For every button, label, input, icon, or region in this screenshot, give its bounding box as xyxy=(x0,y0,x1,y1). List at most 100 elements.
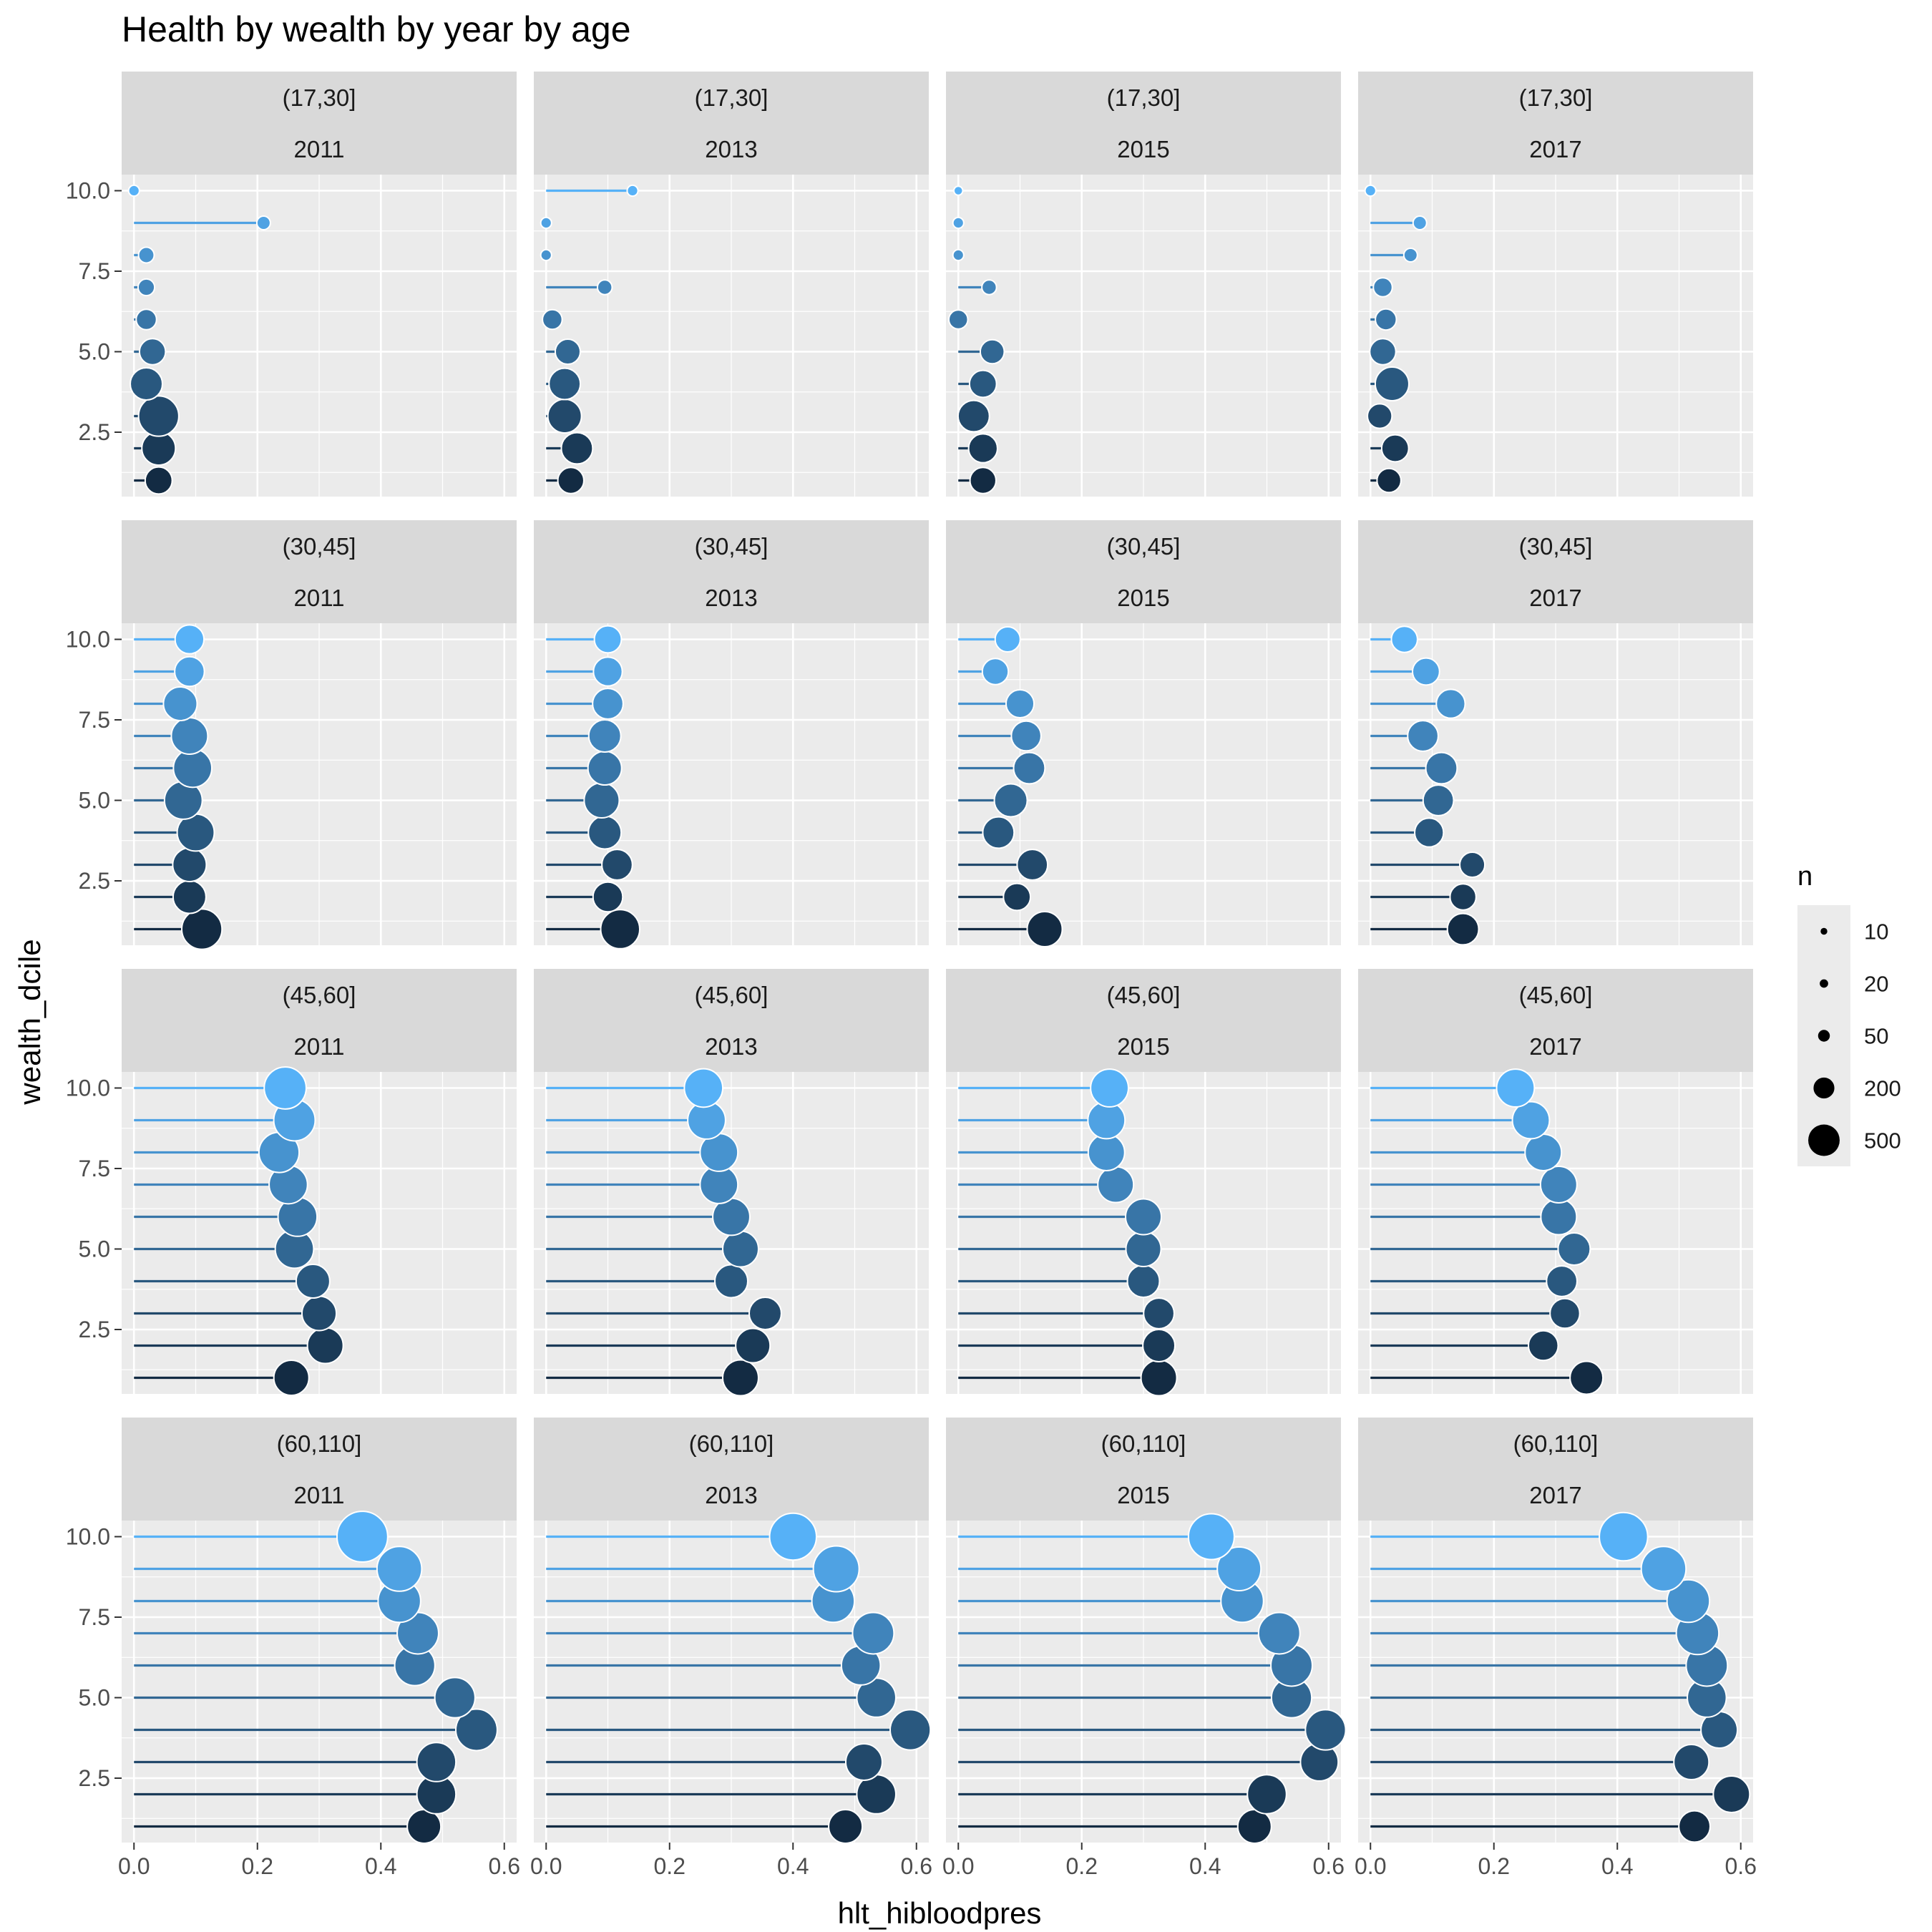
facet-strip-year: 2013 xyxy=(705,585,757,611)
data-point xyxy=(336,1511,389,1563)
y-tick-label: 5.0 xyxy=(79,1685,110,1711)
data-point xyxy=(1143,1297,1175,1330)
data-point xyxy=(1126,1264,1161,1298)
data-point xyxy=(560,431,594,465)
facet-strip-year: 2017 xyxy=(1529,1033,1581,1060)
data-point xyxy=(1304,1709,1347,1751)
y-tick-label: 5.0 xyxy=(79,1236,110,1262)
data-point xyxy=(181,908,223,950)
data-point xyxy=(416,1742,457,1782)
facet-strip-year: 2017 xyxy=(1529,585,1581,611)
facet-panel: (30,45] 2011 2.5 5.0 7.5 10.0 xyxy=(66,520,517,950)
facet-panel: (30,45] 2017 xyxy=(1358,520,1753,946)
facet-strip-year: 2015 xyxy=(1117,1482,1169,1508)
facet-strip-age: (60,110] xyxy=(277,1430,362,1457)
data-point xyxy=(1005,688,1035,719)
facet-strip xyxy=(946,969,1341,1072)
x-tick-label: 0.6 xyxy=(1313,1853,1345,1879)
facet-strip-age: (17,30] xyxy=(1519,84,1593,111)
facet-strip-year: 2013 xyxy=(705,1033,757,1060)
legend-key xyxy=(1820,927,1828,935)
y-tick-label: 7.5 xyxy=(79,707,110,733)
x-tick-label: 0.6 xyxy=(489,1853,520,1879)
x-tick-label: 0.2 xyxy=(242,1853,273,1879)
facet-panel: (60,110] 2011 2.5 5.0 7.5 10.0 0.0 0.2 0.4 0.6 xyxy=(66,1418,520,1879)
data-point xyxy=(170,717,209,755)
data-point xyxy=(592,656,623,687)
data-point xyxy=(1016,849,1049,881)
legend-key xyxy=(1818,1030,1830,1042)
facet-panel: (60,110] 2013 0.0 0.2 0.4 0.6 xyxy=(530,1418,932,1879)
legend-label: 10 xyxy=(1864,919,1888,945)
data-point xyxy=(981,279,997,296)
facet-strip-year: 2013 xyxy=(705,136,757,162)
data-point xyxy=(1097,1166,1135,1204)
x-tick-label: 0.2 xyxy=(1478,1853,1510,1879)
data-point xyxy=(138,338,167,366)
y-tick-label: 10.0 xyxy=(66,178,110,204)
facet-strip xyxy=(534,1418,929,1521)
data-point xyxy=(1540,1198,1578,1236)
size-legend: n 10 20 50 200 500 xyxy=(1797,862,1901,1166)
facet-panel: (45,60] 2011 2.5 5.0 7.5 10.0 xyxy=(66,969,517,1397)
data-point xyxy=(1422,784,1455,816)
facet-panel: (30,45] 2015 xyxy=(946,520,1341,948)
x-tick-label: 0.4 xyxy=(777,1853,809,1879)
data-point xyxy=(137,395,180,437)
facet-panel: (30,45] 2013 xyxy=(534,520,929,950)
data-point xyxy=(1449,883,1477,911)
data-point xyxy=(596,279,613,296)
data-point xyxy=(1187,1513,1235,1561)
data-point xyxy=(947,309,969,330)
data-point xyxy=(1140,1359,1178,1397)
data-point xyxy=(1010,720,1042,752)
facet-panel: (17,30] 2013 xyxy=(534,72,929,497)
data-point xyxy=(1569,1360,1604,1395)
data-point xyxy=(1640,1546,1687,1592)
facet-strip-age: (60,110] xyxy=(1101,1430,1186,1457)
data-point xyxy=(600,909,641,950)
data-point xyxy=(1666,1579,1711,1624)
facet-panel: (60,110] 2015 0.0 0.2 0.4 0.6 xyxy=(942,1418,1347,1879)
data-point xyxy=(721,1230,759,1268)
facet-strip-age: (30,45] xyxy=(1107,533,1181,560)
data-point xyxy=(957,399,990,433)
x-tick-label: 0.4 xyxy=(1601,1853,1633,1879)
facet-strip-age: (17,30] xyxy=(1107,84,1181,111)
data-point xyxy=(263,1066,307,1110)
legend-key xyxy=(1808,1124,1840,1156)
data-point xyxy=(979,338,1005,365)
data-point xyxy=(434,1677,476,1719)
facet-strip xyxy=(1358,72,1753,175)
facet-strip xyxy=(122,1418,517,1521)
data-point xyxy=(1087,1133,1126,1171)
x-tick-label: 0.2 xyxy=(1066,1853,1098,1879)
facet-panel: (45,60] 2017 xyxy=(1358,969,1753,1395)
facet-strip-age: (17,30] xyxy=(283,84,356,111)
data-point xyxy=(542,308,563,331)
y-tick-label: 7.5 xyxy=(79,1156,110,1181)
data-point xyxy=(306,1327,344,1365)
data-point xyxy=(1142,1329,1176,1362)
data-point xyxy=(1524,1133,1563,1171)
data-point xyxy=(1546,1265,1578,1297)
data-point xyxy=(406,1808,442,1845)
y-tick-label: 10.0 xyxy=(66,1075,110,1101)
x-tick-label: 0.0 xyxy=(118,1853,150,1879)
data-point xyxy=(172,748,213,789)
legend-key xyxy=(1813,1077,1835,1099)
facet-strip-age: (30,45] xyxy=(695,533,769,560)
x-tick-label: 0.6 xyxy=(901,1853,932,1879)
data-point xyxy=(1216,1546,1262,1592)
facet-strip-year: 2011 xyxy=(294,1033,345,1060)
data-point xyxy=(295,1263,331,1299)
x-tick-label: 0.2 xyxy=(654,1853,686,1879)
data-point xyxy=(1435,688,1466,719)
facet-panel: (17,30] 2011 2.5 5.0 7.5 10.0 xyxy=(66,72,517,497)
facet-strip xyxy=(1358,520,1753,623)
data-point xyxy=(144,466,173,495)
legend-label: 200 xyxy=(1864,1076,1901,1101)
data-point xyxy=(993,783,1028,818)
data-point xyxy=(1125,1198,1162,1236)
data-point xyxy=(554,338,581,365)
